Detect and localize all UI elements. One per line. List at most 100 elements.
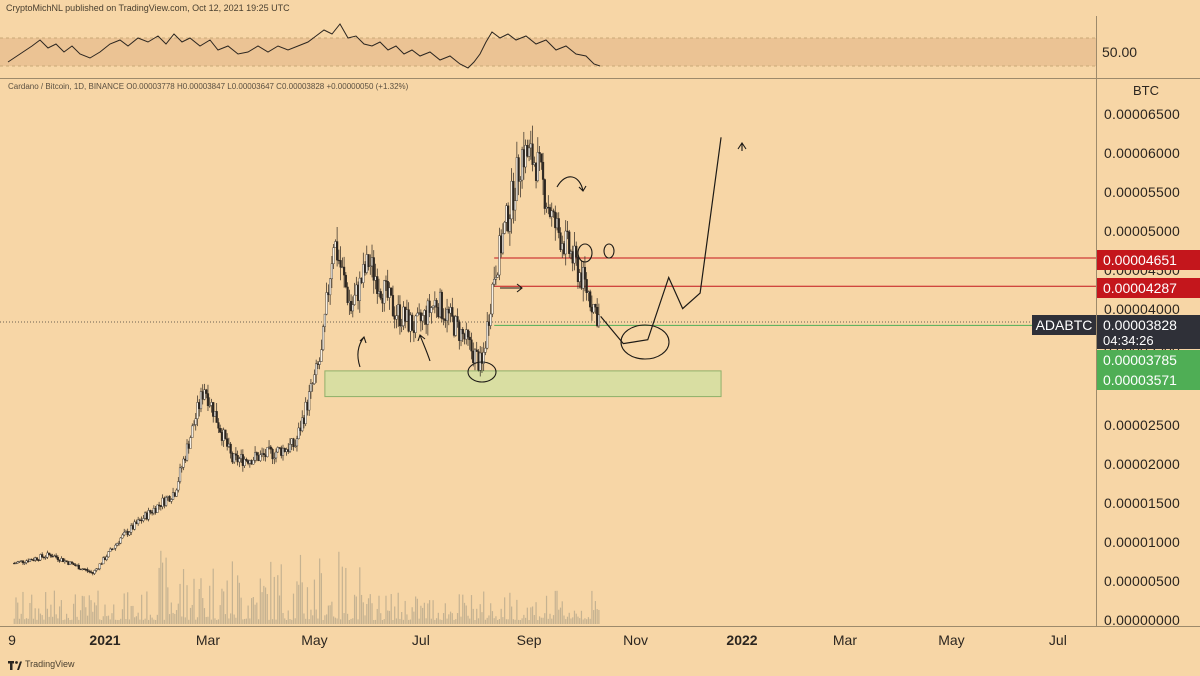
volume-bar [266,594,268,624]
candle [171,487,175,500]
candle [128,531,131,537]
candle-body [566,230,569,233]
candle [538,146,541,171]
candle [70,561,73,565]
candle-body [96,568,100,570]
price-tick-label: 0.00006500 [1104,106,1180,122]
candle-body [72,563,75,566]
candle [98,563,101,571]
candle [487,314,491,336]
candle [501,223,505,255]
volume-bar [121,609,124,624]
volume-bar [270,561,272,624]
candle-body [341,266,344,269]
candle-body [531,143,534,165]
candle-body [327,292,330,296]
candle-body [53,555,56,557]
price-chart[interactable] [0,79,1096,626]
candle-body [32,559,35,561]
volume-bar [289,618,291,624]
rsi-pane[interactable] [0,16,1096,78]
volume-bar [498,619,501,624]
volume-bar [45,592,47,624]
price-tick-label: 0.00001500 [1104,495,1180,512]
volume-bar [319,558,321,624]
candle-body [337,259,340,262]
volume-bar [109,619,111,624]
candle-body [336,241,339,261]
candle-body [587,291,590,294]
candle [266,447,269,458]
volume-bar [46,608,49,624]
candle-body [398,304,402,327]
candle [318,357,321,370]
volume-bar [238,582,240,624]
time-axis[interactable] [0,626,1200,656]
volume-bar [278,595,281,624]
candle [88,569,91,574]
volume-bar [123,593,125,624]
candle-body [287,449,290,452]
volume-bar [434,619,436,624]
candle-body [484,347,487,353]
candle-body [290,438,293,445]
candle [156,504,159,514]
candle [468,330,471,350]
candle-body [547,206,550,209]
volume-bar [170,602,172,624]
candle-body [187,443,190,449]
candle [316,361,320,370]
candle-body [444,318,447,321]
price-axis[interactable] [1096,79,1200,626]
volume-bar [334,617,336,624]
candles [13,125,600,576]
candle [56,555,59,562]
volume-bar [118,619,120,624]
candle-body [37,559,40,561]
candle [512,172,515,224]
candle-body [515,157,518,201]
candle [180,465,183,473]
candle-body [175,489,178,497]
time-tick-label: Jul [1048,632,1067,648]
candle-body [411,314,414,331]
candle [562,241,566,256]
volume-bar [530,607,532,624]
candle [260,447,264,458]
volume-bar [81,595,83,624]
candle-body [404,306,407,322]
candle [217,418,220,433]
volume-bar [312,615,314,624]
pane-separator[interactable] [0,78,1200,79]
candle-body [280,447,283,456]
volume-bar [455,619,457,624]
volume-bar [71,619,73,624]
candle-body [229,443,232,454]
candle-body [123,531,126,536]
candle-body [349,301,353,312]
candle [412,321,416,342]
volume-bar [181,616,183,624]
candle [213,411,217,417]
candle [344,272,347,289]
candle-body [470,339,473,352]
candle [34,556,37,562]
volume-bar [369,594,371,624]
candle [555,212,559,231]
candle-body [163,497,166,506]
candle-body [356,284,360,301]
candle-body [13,562,16,565]
volume-bar [362,602,364,624]
candle [79,568,82,571]
candle [486,312,489,350]
volume-bar [66,613,68,624]
volume-bar [13,618,15,624]
candle-body [28,559,32,562]
candle-body [309,383,313,392]
candle [149,509,152,515]
volume-bar [453,619,455,624]
candle [147,507,150,522]
volume-bar [34,608,36,624]
volume-bar [326,614,328,624]
candle-body [379,291,382,299]
